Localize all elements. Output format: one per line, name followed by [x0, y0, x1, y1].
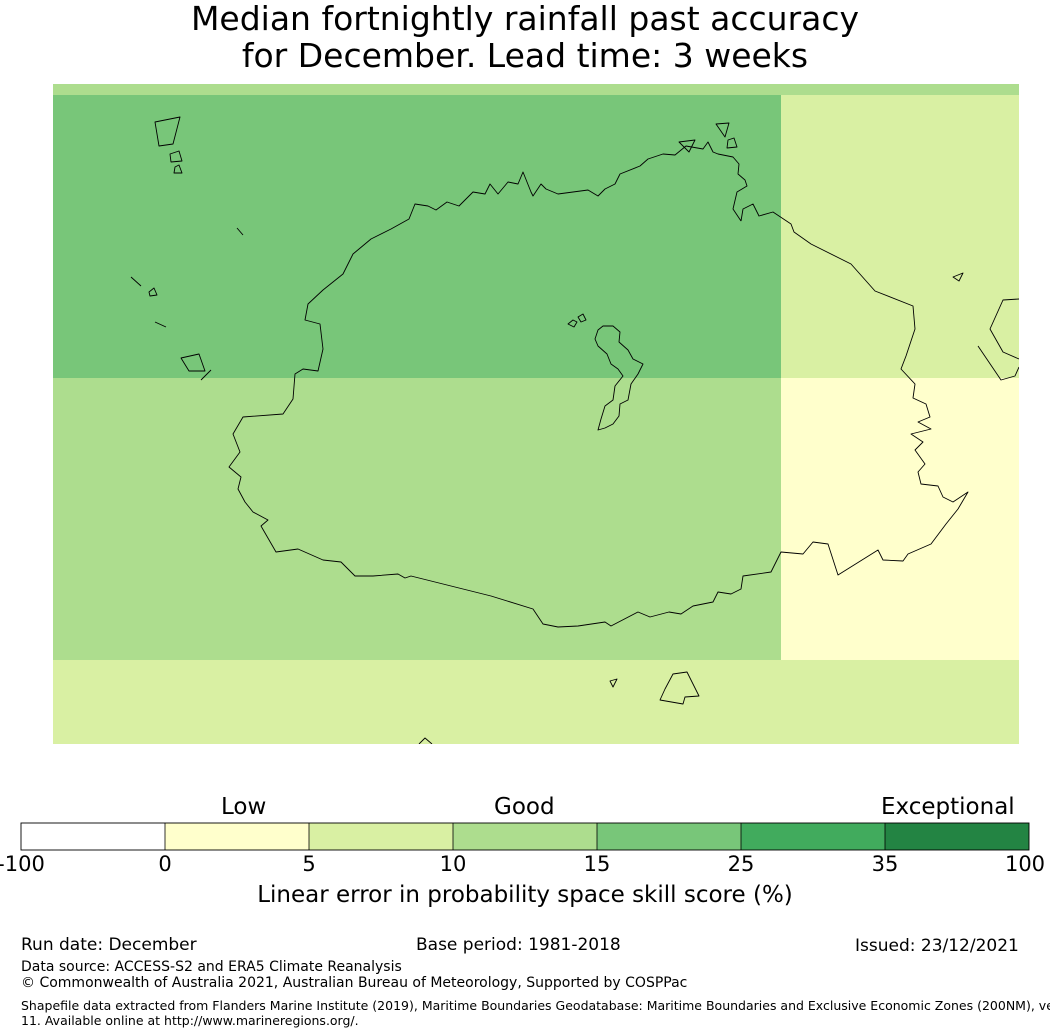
legend-swatch-0: [21, 823, 165, 850]
legend-swatch-2: [309, 823, 453, 850]
legend-tick-label: 10: [439, 852, 467, 876]
shapefile-credit-line2: 11. Available online at http://www.marin…: [21, 1013, 359, 1028]
island-s-1: [609, 678, 618, 688]
island-nw-1: [154, 116, 181, 147]
legend-tick-label: -100: [0, 852, 45, 876]
reef-4: [200, 369, 212, 381]
map-cell-r2-c1: [781, 660, 1019, 744]
legend-axis-label: Linear error in probability space skill …: [257, 882, 793, 908]
legend-swatch-5: [741, 823, 885, 850]
legend-swatch-1: [165, 823, 309, 850]
shapefile-credit-line1: Shapefile data extracted from Flanders M…: [21, 998, 1050, 1013]
legend-colorbar: [20, 822, 1030, 851]
legend-category-low: Low: [221, 794, 267, 820]
copyright: © Commonwealth of Australia 2021, Austra…: [21, 975, 688, 991]
islet: [577, 313, 587, 323]
legend-tick-label: 35: [871, 852, 899, 876]
chart-title-line2: for December. Lead time: 3 weeks: [241, 36, 809, 75]
legend-tick-label: 15: [583, 852, 611, 876]
legend-category-good: Good: [494, 794, 555, 820]
island-ne-2: [715, 122, 730, 138]
island-s-2: [659, 671, 700, 705]
reef-2: [154, 321, 167, 328]
legend-tick-label: 100: [1004, 852, 1046, 876]
legend-tick-label: 5: [302, 852, 316, 876]
island-w-2: [148, 287, 158, 297]
map-cell-r1-c1: [781, 378, 1019, 660]
island-nw-2: [169, 150, 183, 163]
island-e-2: [989, 298, 1019, 360]
islet: [567, 319, 578, 328]
island-e-1: [952, 272, 964, 282]
map-cell-r1-c0: [53, 378, 781, 660]
central-island: [594, 325, 644, 431]
reef-1: [130, 276, 142, 287]
chart-title-line1: Median fortnightly rainfall past accurac…: [190, 0, 860, 38]
island-w-1: [180, 353, 206, 372]
island-nw-3: [173, 164, 183, 174]
island-ne-1: [678, 139, 696, 153]
legend-swatch-4: [597, 823, 741, 850]
reef-3: [236, 227, 244, 236]
legend-swatch-3: [453, 823, 597, 850]
legend-category-exceptional: Exceptional: [881, 794, 1015, 820]
base-period: Base period: 1981-2018: [416, 935, 621, 955]
map-cell-r0-c1: [781, 95, 1019, 378]
issued-date: Issued: 23/12/2021: [855, 936, 1019, 956]
map-top-strip: [53, 84, 1019, 95]
eez-boundary: [228, 141, 969, 628]
legend-tick-label: 0: [158, 852, 172, 876]
run-date: Run date: December: [21, 935, 197, 955]
island-s-3: [418, 737, 433, 744]
data-source: Data source: ACCESS-S2 and ERA5 Climate …: [21, 959, 402, 975]
island-e-3: [977, 345, 1019, 381]
island-ne-3: [726, 137, 738, 149]
map-cell-r2-c0: [53, 660, 781, 744]
map-cell-r0-c0: [53, 95, 781, 378]
legend-tick-label: 25: [727, 852, 755, 876]
legend-swatch-6: [885, 823, 1029, 850]
skill-score-map: [53, 84, 1019, 744]
